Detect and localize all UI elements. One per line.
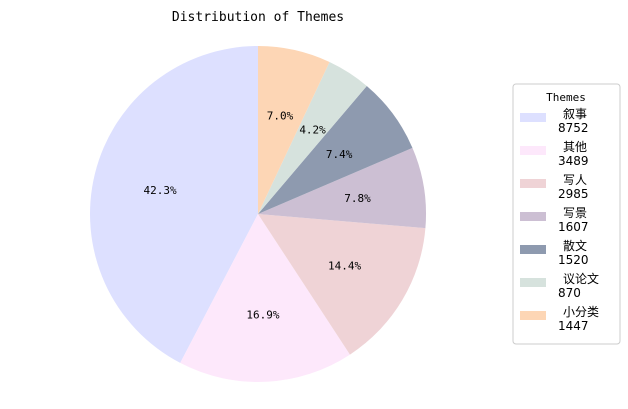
pie-slice-6 xyxy=(258,46,330,214)
legend-value-6: 1447 xyxy=(558,319,589,333)
chart-title: Distribution of Themes xyxy=(172,10,344,25)
pie-slice-0 xyxy=(90,46,258,363)
legend-value-5: 870 xyxy=(558,286,581,300)
legend-label-6: 小分类 xyxy=(563,305,599,319)
pie-percent-labels: 42.3% 16.9% 14.4% 7.8% 7.4%4.2% 7.0% xyxy=(144,110,372,322)
pie-slice-5 xyxy=(258,61,367,214)
legend-label-4: 散文 xyxy=(563,238,587,253)
pie-percent-label-4: 7.4% xyxy=(326,148,353,161)
pie-percent-label-0: 42.3% xyxy=(144,184,177,197)
legend-label-0: 叙事 xyxy=(563,107,587,121)
legend-swatch-6 xyxy=(520,311,546,320)
pie-slice-1 xyxy=(180,214,350,382)
legend-swatch-5 xyxy=(520,278,546,287)
legend-value-2: 2985 xyxy=(558,187,589,201)
legend-label-5: 议论文 xyxy=(563,271,599,286)
legend-swatch-0 xyxy=(520,113,546,122)
legend-swatch-1 xyxy=(520,146,546,155)
legend-label-1: 其他 xyxy=(563,140,587,154)
pie-slice-3 xyxy=(258,147,427,229)
pie-percent-label-1: 16.9% xyxy=(246,309,279,322)
pie-percent-label-6: 7.0% xyxy=(267,110,294,123)
legend-value-0: 8752 xyxy=(558,121,589,135)
pie-percent-label-3: 7.8% xyxy=(344,192,371,205)
pie-slice-4 xyxy=(258,85,413,214)
legend-title: Themes xyxy=(546,91,586,104)
legend-label-3: 写景 xyxy=(563,206,587,220)
legend-value-3: 1607 xyxy=(558,220,589,234)
legend-swatch-3 xyxy=(520,212,546,221)
legend-value-1: 3489 xyxy=(558,154,589,168)
pie-slice-2 xyxy=(258,214,426,355)
legend-label-2: 写人 xyxy=(563,173,587,187)
pie-slices xyxy=(90,46,427,382)
pie-percent-label-2: 14.4% xyxy=(328,260,361,273)
pie-percent-label-5: 4.2% xyxy=(299,123,326,136)
legend-swatch-2 xyxy=(520,179,546,188)
legend-value-4: 1520 xyxy=(558,253,589,267)
legend-swatch-4 xyxy=(520,245,546,254)
